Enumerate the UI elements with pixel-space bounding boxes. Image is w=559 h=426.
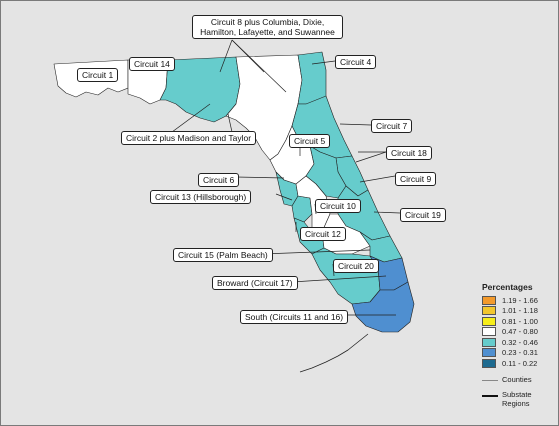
legend-item-label: 0.81 - 1.00: [502, 317, 538, 326]
legend-item: 1.19 - 1.66: [482, 295, 556, 306]
callout-circuit-2: Circuit 2 plus Madison and Taylor: [121, 131, 256, 145]
legend-item-label: 1.01 - 1.18: [502, 306, 538, 315]
legend-item: 0.11 - 0.22: [482, 358, 556, 369]
callout-circuit-13: Circuit 13 (Hillsborough): [150, 190, 251, 204]
callout-circuit-8: Circuit 8 plus Columbia, Dixie, Hamilton…: [192, 15, 343, 39]
legend-swatch: [482, 359, 496, 368]
callout-circuit-19: Circuit 19: [400, 208, 446, 222]
legend-swatch: [482, 338, 496, 347]
legend-item: 0.81 - 1.00: [482, 316, 556, 327]
legend-swatch: [482, 327, 496, 336]
region-circuit-4: [298, 52, 326, 104]
counties-line-icon: [482, 380, 498, 381]
legend-title: Percentages: [482, 282, 556, 292]
legend-item-label: 0.47 - 0.80: [502, 327, 538, 336]
callout-circuit-9: Circuit 9: [395, 172, 436, 186]
legend-counties: Counties: [482, 375, 556, 384]
legend-item-label: 1.19 - 1.66: [502, 296, 538, 305]
legend: Percentages 1.19 - 1.66 1.01 - 1.18 0.81 -…: [482, 282, 556, 422]
callout-circuit-17: Broward (Circuit 17): [212, 276, 298, 290]
legend-item: 0.23 - 0.31: [482, 348, 556, 359]
legend-item-label: 0.11 - 0.22: [502, 359, 537, 368]
callout-circuit-12: Circuit 12: [300, 227, 346, 241]
legend-counties-label: Counties: [502, 375, 532, 384]
legend-item: 0.32 - 0.46: [482, 337, 556, 348]
callout-circuit-18: Circuit 18: [386, 146, 432, 160]
legend-item-label: 0.23 - 0.31: [502, 348, 538, 357]
callout-circuit-6: Circuit 6: [198, 173, 239, 187]
legend-item: 0.47 - 0.80: [482, 327, 556, 338]
callout-circuit-1: Circuit 1: [77, 68, 118, 82]
region-circuit-20: [312, 248, 380, 304]
callout-circuit-14: Circuit 14: [129, 57, 175, 71]
substate-line-icon: [482, 395, 498, 397]
callout-circuit-15: Circuit 15 (Palm Beach): [173, 248, 273, 262]
callout-circuit-11-16: South (Circuits 11 and 16): [240, 310, 348, 324]
legend-rows: 1.19 - 1.66 1.01 - 1.18 0.81 - 1.00 0.47 - …: [482, 295, 556, 369]
legend-item: 1.01 - 1.18: [482, 306, 556, 317]
legend-substate: Substate Regions: [482, 390, 556, 408]
callout-circuit-5: Circuit 5: [289, 134, 330, 148]
legend-item-label: 0.32 - 0.46: [502, 338, 538, 347]
florida-keys: [300, 334, 368, 372]
callout-circuit-4: Circuit 4: [335, 55, 376, 69]
legend-substate-label: Substate Regions: [502, 390, 552, 408]
legend-swatch: [482, 296, 496, 305]
callout-circuit-20: Circuit 20: [333, 259, 379, 273]
callout-circuit-7: Circuit 7: [371, 119, 412, 133]
legend-swatch: [482, 317, 496, 326]
legend-swatch: [482, 348, 496, 357]
callout-circuit-10: Circuit 10: [315, 199, 361, 213]
legend-swatch: [482, 306, 496, 315]
